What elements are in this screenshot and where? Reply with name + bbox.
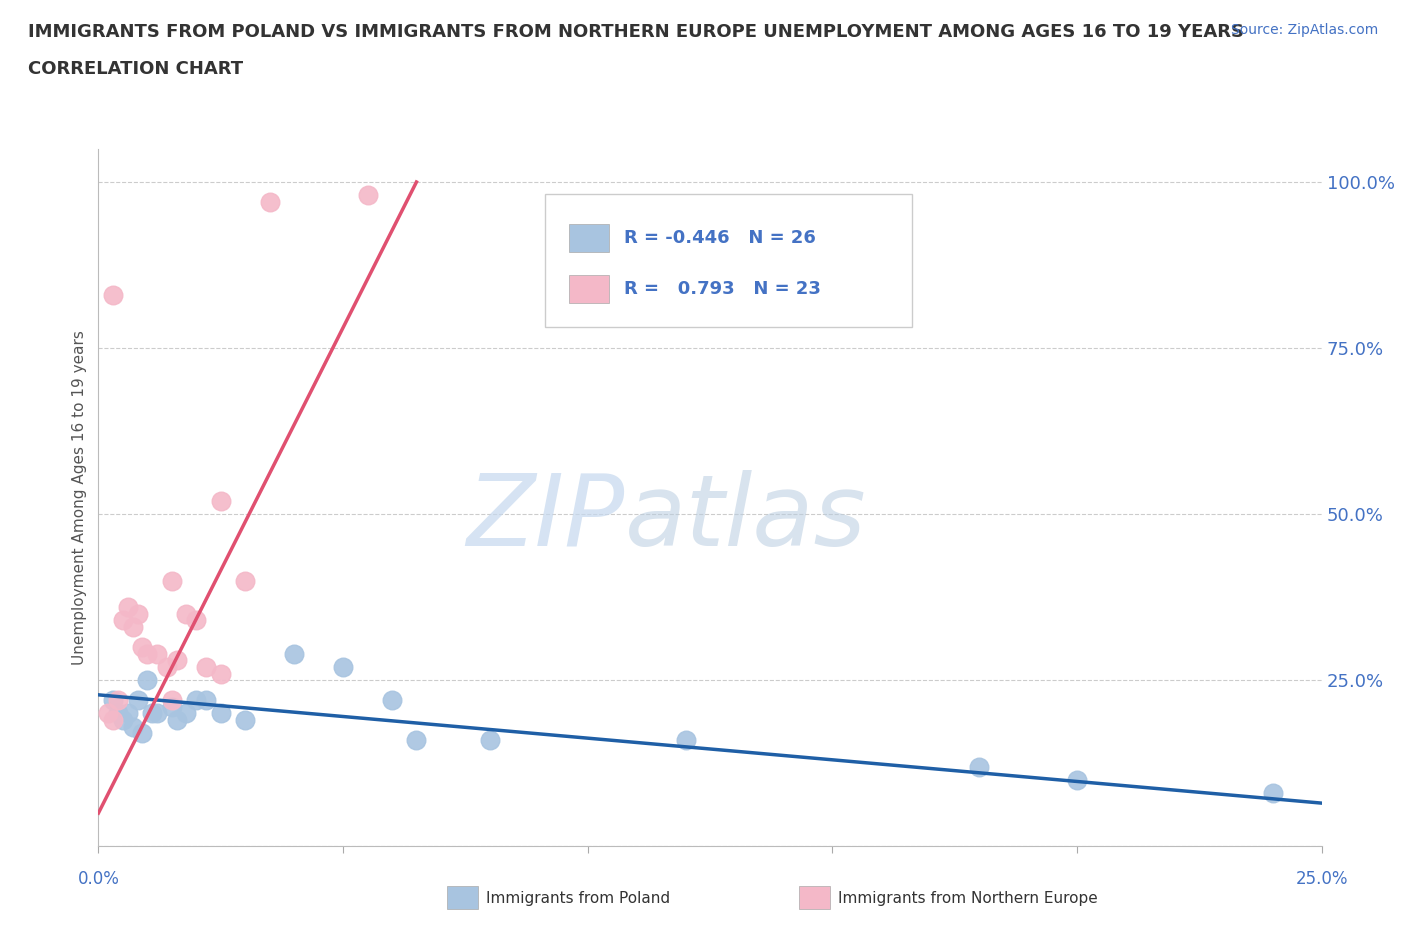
- Point: [478, 733, 501, 748]
- Point: [146, 646, 169, 661]
- Text: Source: ZipAtlas.com: Source: ZipAtlas.com: [1230, 23, 1378, 37]
- Point: [166, 653, 188, 668]
- Point: [233, 712, 256, 727]
- Point: [101, 712, 124, 727]
- FancyBboxPatch shape: [569, 224, 609, 252]
- Y-axis label: Unemployment Among Ages 16 to 19 years: Unemployment Among Ages 16 to 19 years: [72, 330, 87, 665]
- Text: ZIP: ZIP: [467, 470, 624, 567]
- FancyBboxPatch shape: [569, 275, 609, 303]
- Point: [146, 706, 169, 721]
- Point: [195, 659, 218, 674]
- FancyBboxPatch shape: [546, 194, 912, 326]
- Point: [283, 646, 305, 661]
- Text: CORRELATION CHART: CORRELATION CHART: [28, 60, 243, 78]
- Point: [233, 573, 256, 588]
- Point: [405, 733, 427, 748]
- Point: [1066, 773, 1088, 788]
- Point: [160, 693, 183, 708]
- Point: [111, 712, 134, 727]
- Point: [195, 693, 218, 708]
- Point: [176, 706, 198, 721]
- Point: [1261, 786, 1284, 801]
- Point: [209, 494, 232, 509]
- Point: [259, 194, 281, 209]
- Text: R =   0.793   N = 23: R = 0.793 N = 23: [624, 280, 821, 299]
- Text: atlas: atlas: [624, 470, 866, 567]
- Point: [176, 606, 198, 621]
- Point: [127, 606, 149, 621]
- Point: [186, 693, 208, 708]
- Point: [101, 693, 124, 708]
- Point: [111, 613, 134, 628]
- Point: [107, 693, 129, 708]
- Text: 0.0%: 0.0%: [77, 870, 120, 887]
- Point: [967, 759, 990, 774]
- Point: [121, 719, 143, 734]
- Point: [97, 706, 120, 721]
- Point: [356, 188, 378, 203]
- Point: [127, 693, 149, 708]
- Point: [131, 640, 153, 655]
- Point: [136, 672, 159, 687]
- Point: [117, 706, 139, 721]
- Point: [131, 726, 153, 741]
- Text: Immigrants from Northern Europe: Immigrants from Northern Europe: [838, 891, 1098, 906]
- Point: [160, 699, 183, 714]
- Point: [209, 706, 232, 721]
- Point: [107, 706, 129, 721]
- Point: [381, 693, 404, 708]
- Point: [101, 287, 124, 302]
- Text: Immigrants from Poland: Immigrants from Poland: [486, 891, 671, 906]
- Point: [332, 659, 354, 674]
- Point: [156, 659, 179, 674]
- Point: [141, 706, 163, 721]
- Point: [186, 613, 208, 628]
- Text: R = -0.446   N = 26: R = -0.446 N = 26: [624, 229, 817, 247]
- Text: 25.0%: 25.0%: [1295, 870, 1348, 887]
- Point: [209, 666, 232, 681]
- Point: [675, 733, 697, 748]
- Point: [121, 619, 143, 634]
- Point: [160, 573, 183, 588]
- Point: [136, 646, 159, 661]
- Point: [117, 600, 139, 615]
- Point: [166, 712, 188, 727]
- Text: IMMIGRANTS FROM POLAND VS IMMIGRANTS FROM NORTHERN EUROPE UNEMPLOYMENT AMONG AGE: IMMIGRANTS FROM POLAND VS IMMIGRANTS FRO…: [28, 23, 1244, 41]
